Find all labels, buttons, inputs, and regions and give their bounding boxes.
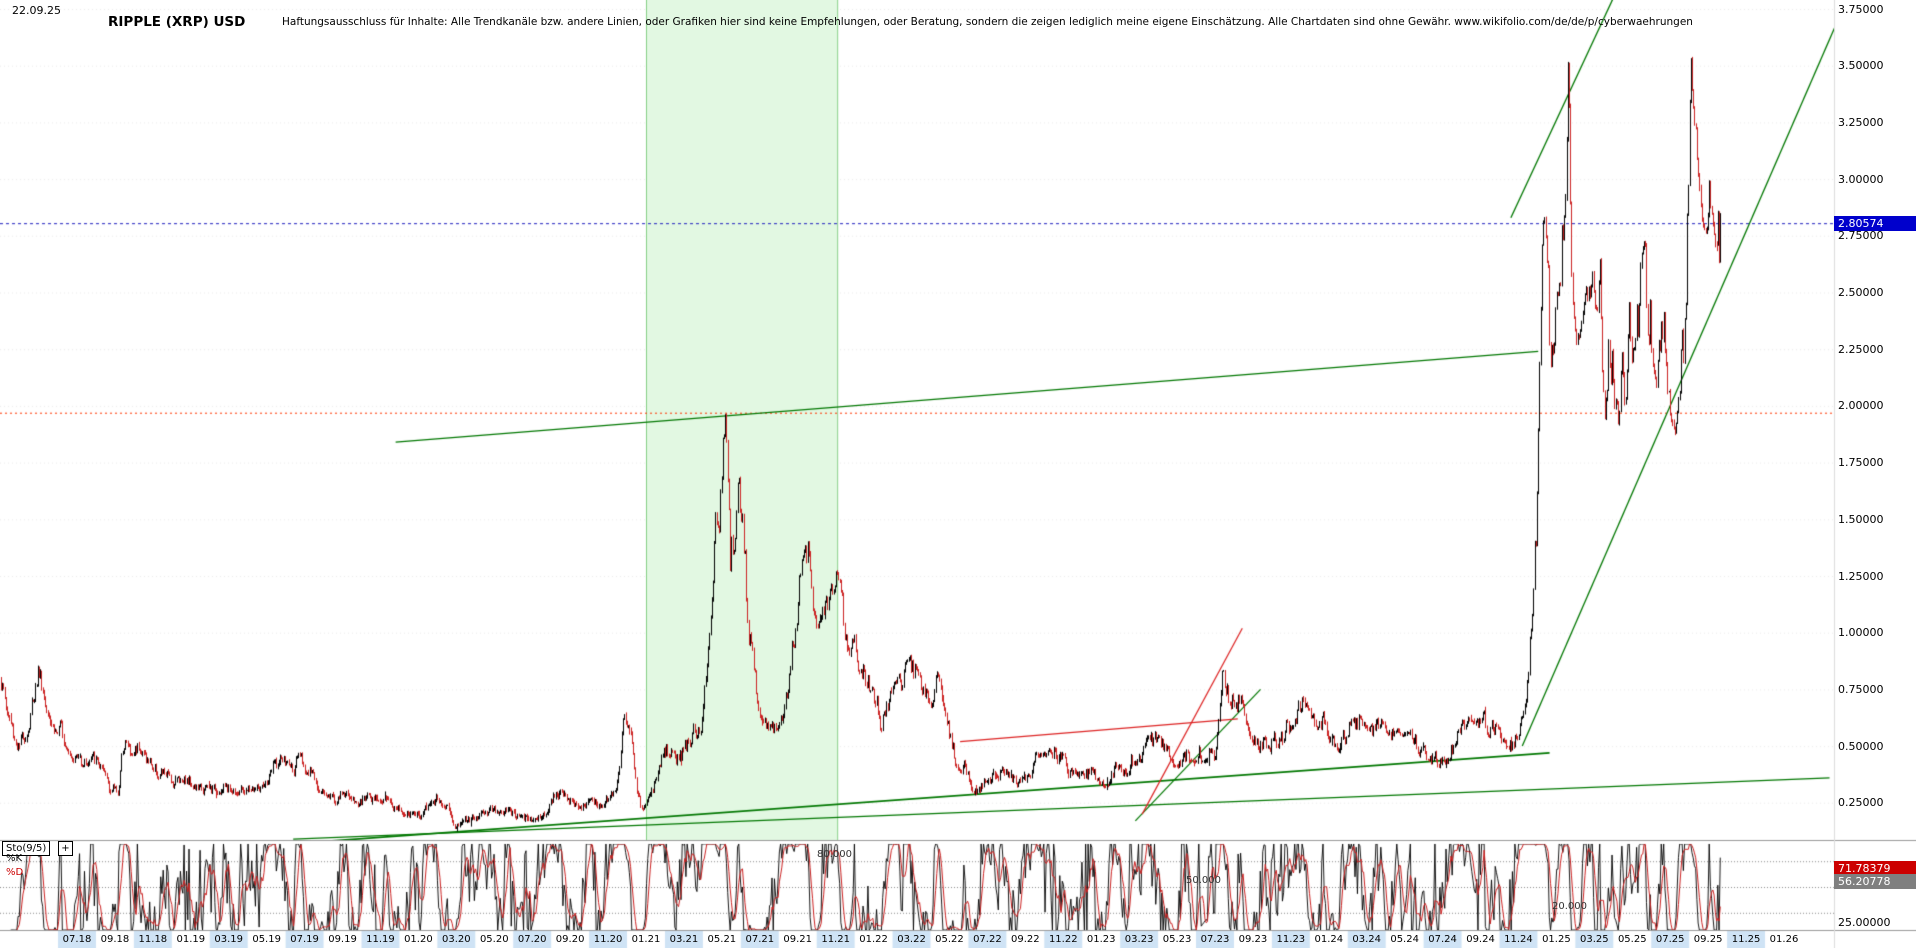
oscillator-level-label: 20.000 (1552, 900, 1587, 912)
x-axis-label: 01.24 (1314, 934, 1344, 945)
price-axis-label: 3.50000 (1838, 59, 1884, 73)
oscillator-scale-label: 25.00000 (1838, 916, 1891, 929)
x-axis-label: 03.19 (214, 934, 244, 945)
x-axis-label: 05.19 (252, 934, 281, 945)
price-axis-label: 0.75000 (1838, 682, 1884, 696)
x-axis-label: 05.23 (1162, 934, 1192, 945)
x-axis-label: 09.24 (1466, 934, 1495, 945)
oscillator-level-label: 50.000 (1186, 875, 1221, 886)
x-axis-label: 09.20 (555, 934, 585, 945)
indicator-label[interactable]: Sto(9/5) (2, 841, 51, 856)
x-axis-label: 09.19 (328, 934, 357, 945)
price-axis-label: 0.25000 (1838, 796, 1884, 810)
x-axis-label: 09.23 (1238, 934, 1268, 945)
x-axis-label: 09.22 (1011, 934, 1040, 945)
x-axis-label: 03.23 (1124, 934, 1154, 945)
price-axis-label: 0.50000 (1838, 739, 1884, 753)
price-axis-label: 3.25000 (1838, 115, 1884, 129)
x-axis-label: 11.19 (366, 934, 395, 945)
add-indicator-button[interactable]: + (58, 841, 73, 856)
x-axis-label: 05.21 (707, 934, 737, 945)
x-axis-label: 07.20 (517, 934, 547, 945)
x-axis-label: 01.19 (176, 934, 206, 945)
stochastic-d-badge: 56.20778 (1834, 874, 1916, 890)
x-axis-label: 01.26 (1769, 934, 1799, 945)
x-axis-label: 07.22 (973, 934, 1002, 945)
x-axis-label: 05.22 (935, 934, 964, 945)
price-axis-label: 1.50000 (1838, 512, 1884, 526)
x-axis-label: 03.21 (669, 934, 699, 945)
x-axis-label: 03.24 (1352, 934, 1382, 945)
price-axis-label: 2.00000 (1838, 399, 1884, 413)
x-axis-label: 03.25 (1580, 934, 1609, 945)
stochastic-k-legend: %K (6, 853, 23, 864)
chart-date: 22.09.25 (12, 4, 61, 17)
x-axis-label: 07.19 (290, 934, 319, 945)
x-axis-label: 11.24 (1504, 934, 1533, 945)
oscillator-level-label: 80.000 (817, 849, 852, 861)
x-axis-label: 03.20 (442, 934, 471, 945)
x-axis-label: 05.25 (1617, 934, 1647, 945)
x-axis-label: 07.25 (1655, 934, 1685, 945)
stochastic-d-legend: %D (6, 867, 24, 878)
x-axis-label: 11.22 (1048, 934, 1078, 945)
disclaimer-text: Haftungsausschluss für Inhalte: Alle Tre… (282, 16, 1693, 28)
price-axis-label: 2.50000 (1838, 286, 1884, 299)
x-axis-label: 07.24 (1428, 934, 1457, 945)
x-axis-label: 11.21 (821, 934, 850, 945)
x-axis-label: 03.22 (897, 934, 926, 945)
price-axis-label: 3.00000 (1838, 172, 1884, 186)
x-axis-label: 11.25 (1731, 934, 1761, 945)
x-axis-label: 01.21 (631, 934, 661, 945)
price-axis-label: 2.25000 (1838, 342, 1884, 356)
x-axis-label: 11.18 (138, 934, 168, 945)
x-axis-label: 09.18 (100, 934, 130, 945)
x-axis-label: 11.23 (1276, 934, 1306, 945)
x-axis-label: 05.20 (479, 934, 509, 945)
x-axis-label: 05.24 (1390, 934, 1419, 945)
x-axis-label: 07.18 (62, 934, 92, 945)
x-axis-label: 11.20 (593, 934, 623, 945)
x-axis-label: 07.23 (1200, 934, 1230, 945)
x-axis-label: 09.21 (783, 934, 813, 945)
price-axis-label: 3.75000 (1838, 2, 1884, 16)
x-axis-label: 01.20 (404, 934, 433, 945)
stochastic-k-badge: 71.78379 (1834, 860, 1916, 876)
price-axis-label: 1.00000 (1838, 626, 1884, 640)
x-axis-label: 09.25 (1693, 934, 1723, 945)
x-axis-label: 01.25 (1542, 934, 1571, 945)
price-axis-label: 1.75000 (1838, 456, 1884, 470)
price-axis-label: 2.75000 (1838, 229, 1884, 243)
current-price-badge: 2.80574 (1834, 215, 1916, 231)
x-axis-label: 01.22 (859, 934, 888, 945)
x-axis-label: 07.21 (745, 934, 775, 945)
price-axis-label: 1.25000 (1838, 569, 1884, 583)
x-axis-label: 01.23 (1086, 934, 1116, 945)
instrument-title: RIPPLE (XRP) USD (108, 14, 246, 30)
